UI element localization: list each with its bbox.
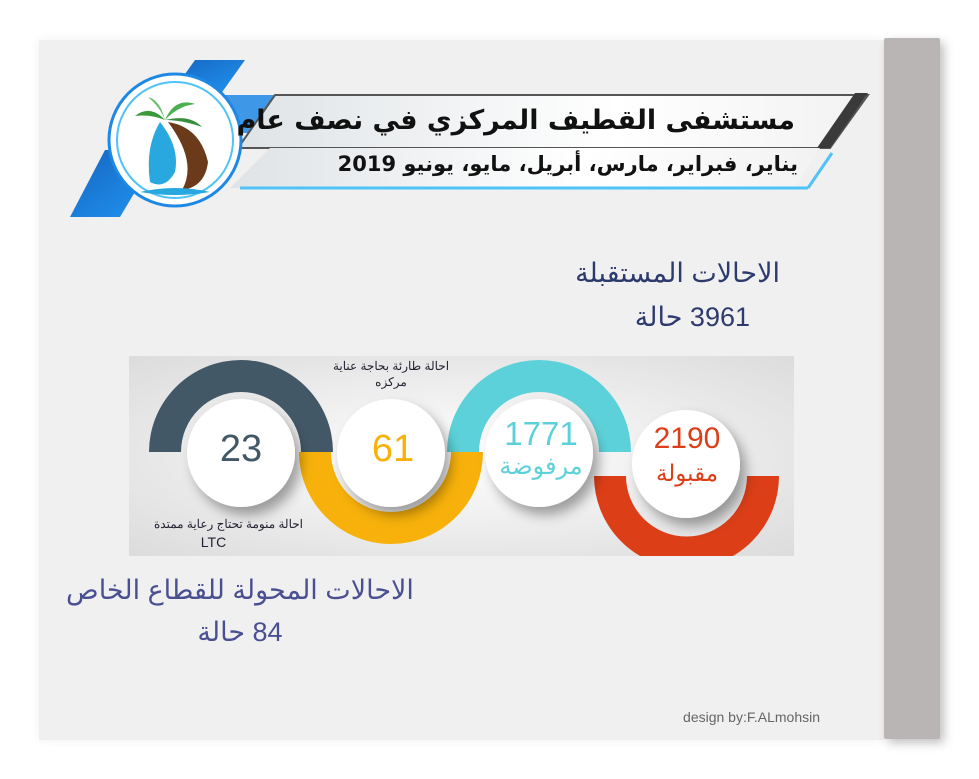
- transferred-value: 84 حالة: [197, 617, 283, 647]
- stat-accepted-label: مقبولة: [655, 460, 719, 486]
- note-emergency: احالة طارئة بحاجة عناية مركزه: [332, 359, 450, 389]
- arc-accepted: [594, 476, 779, 556]
- arc-ltc: [149, 360, 333, 452]
- circle-ltc: [187, 399, 295, 507]
- note-ltc: احالة منومة تحتاج رعاية ممتدة: [153, 517, 303, 531]
- subtitle-bar: [230, 148, 820, 188]
- palm-trunk-brown: [168, 122, 208, 190]
- stat-icu-value: 61: [371, 428, 415, 470]
- stat-accepted-value: 2190: [653, 422, 721, 455]
- stat-rejected-value: 1771: [504, 415, 578, 452]
- palm-logo: [135, 97, 210, 195]
- palm-trunk-blue: [148, 122, 176, 185]
- circle-rejected: [485, 399, 593, 507]
- note-ltc-code: LTC: [200, 534, 227, 550]
- received-value: 3961 حالة: [634, 302, 750, 332]
- side-panel: [884, 38, 940, 739]
- arc-icu: [299, 452, 483, 544]
- received-label: الاحالات المستقبلة: [575, 258, 780, 288]
- arc-rejected: [447, 360, 631, 452]
- palm-leaf: [135, 110, 165, 120]
- page-subtitle: يناير، فبراير، مارس، أبريل، مايو، يونيو …: [337, 152, 798, 176]
- stat-rejected-label: مرفوضة: [499, 453, 583, 480]
- subtitle-underline: [806, 152, 834, 189]
- title-bar-edge: [817, 93, 868, 148]
- page-title: مستشفى القطيف المركزي في نصف عام: [236, 105, 795, 136]
- palm-leaf: [165, 102, 195, 120]
- circle-accepted: [632, 410, 740, 518]
- stats-infographic: [129, 356, 794, 556]
- palm-leaf: [165, 118, 202, 127]
- circle-icu: [337, 399, 445, 507]
- stat-ltc-value: 23: [219, 428, 263, 470]
- transferred-label: الاحالات المحولة للقطاع الخاص: [66, 575, 414, 605]
- wave: [140, 188, 210, 195]
- designer-credit: design by:F.ALmohsin: [683, 709, 820, 725]
